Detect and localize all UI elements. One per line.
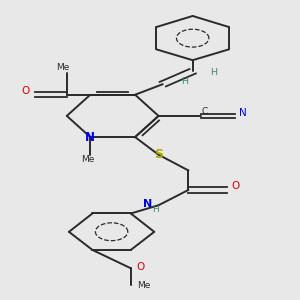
Text: C: C [202, 107, 208, 116]
Text: O: O [231, 182, 239, 191]
Text: Me: Me [56, 63, 69, 72]
Text: S: S [154, 148, 163, 161]
Text: H: H [152, 206, 158, 214]
Text: O: O [21, 85, 30, 95]
Text: N: N [239, 108, 247, 118]
Text: H: H [210, 68, 217, 77]
Text: Me: Me [82, 155, 95, 164]
Text: H: H [182, 77, 188, 86]
Text: N: N [85, 130, 95, 144]
Text: N: N [143, 199, 152, 209]
Text: Me: Me [137, 281, 150, 290]
Text: O: O [136, 262, 145, 272]
